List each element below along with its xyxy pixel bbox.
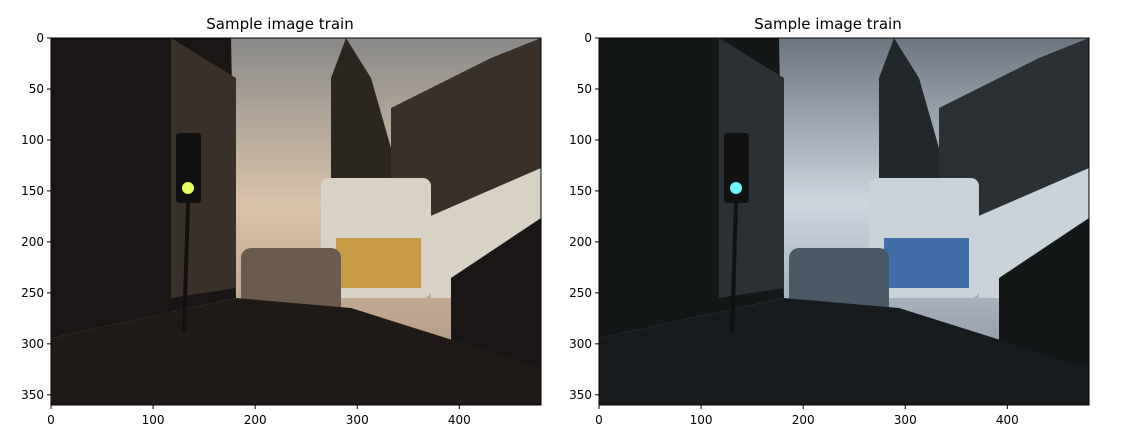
- y-tick-label: 350: [569, 388, 592, 402]
- street-scene-image: [51, 38, 541, 405]
- panel-title: Sample image train: [206, 15, 354, 33]
- x-tick-label: 200: [244, 413, 267, 427]
- x-tick-label: 400: [448, 413, 471, 427]
- traffic-light-glow: [182, 182, 194, 194]
- panel-title: Sample image train: [754, 15, 902, 33]
- y-tick-label: 0: [36, 31, 44, 45]
- road: [51, 298, 541, 405]
- x-axis: 0 100 200 300 400: [47, 405, 471, 427]
- x-tick-label: 100: [142, 413, 165, 427]
- image-plot-right: 0 50 100 150 200 250 300 350 0 100 200 300 400: [569, 31, 1090, 427]
- y-tick-label: 150: [21, 184, 44, 198]
- y-tick-label: 350: [21, 388, 44, 402]
- image-plot-left: 0 50 100 150 200 250 300 350 0 100 200 300 400: [21, 31, 542, 427]
- y-tick-label: 0: [584, 31, 592, 45]
- parked-car: [451, 218, 541, 388]
- y-tick-label: 300: [21, 337, 44, 351]
- x-tick-label: 200: [792, 413, 815, 427]
- panel-right: Sample image train 0 50 100 150 2: [548, 0, 1108, 447]
- traffic-light-pole: [182, 202, 190, 334]
- traffic-light-glow: [730, 182, 742, 194]
- y-tick-label: 150: [569, 184, 592, 198]
- y-tick-label: 200: [569, 235, 592, 249]
- y-tick-label: 300: [569, 337, 592, 351]
- y-tick-label: 250: [569, 286, 592, 300]
- x-tick-label: 0: [595, 413, 603, 427]
- x-tick-label: 300: [346, 413, 369, 427]
- street-scene-image: [599, 38, 1089, 405]
- y-tick-label: 250: [21, 286, 44, 300]
- x-tick-label: 0: [47, 413, 55, 427]
- y-tick-label: 100: [21, 133, 44, 147]
- parked-car: [999, 218, 1089, 388]
- traffic-light-pole: [730, 202, 738, 334]
- x-tick-label: 300: [894, 413, 917, 427]
- bus-band: [884, 238, 969, 288]
- y-tick-label: 100: [569, 133, 592, 147]
- traffic-light: [724, 133, 749, 203]
- bus-band: [336, 238, 421, 288]
- y-tick-label: 200: [21, 235, 44, 249]
- axes-frame: [50, 37, 542, 406]
- panel-left: Sample image train 0 50 100 150 2: [0, 0, 560, 447]
- y-axis: 0 50 100 150 200 250 300 350: [569, 31, 599, 402]
- y-tick-label: 50: [29, 82, 44, 96]
- y-axis: 0 50 100 150 200 250 300 350: [21, 31, 51, 402]
- y-tick-label: 50: [577, 82, 592, 96]
- traffic-light: [176, 133, 201, 203]
- x-tick-label: 100: [690, 413, 713, 427]
- axes-frame: [598, 37, 1090, 406]
- x-tick-label: 400: [996, 413, 1019, 427]
- x-axis: 0 100 200 300 400: [595, 405, 1019, 427]
- road: [599, 298, 1089, 405]
